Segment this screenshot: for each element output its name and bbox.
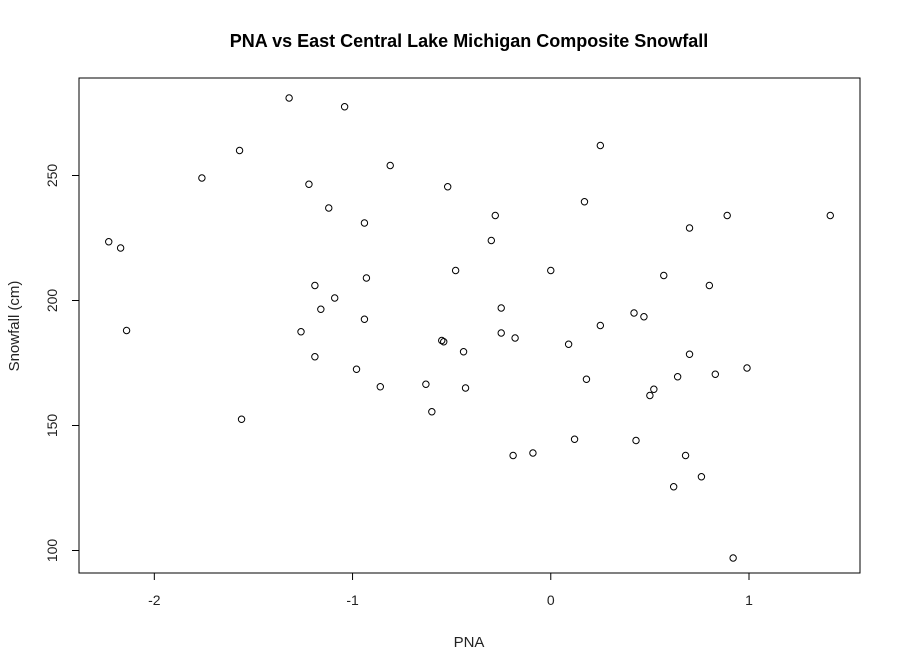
data-point bbox=[237, 415, 246, 423]
data-point bbox=[305, 180, 313, 188]
data-point bbox=[311, 281, 319, 290]
y-axis: 100 150 200 250 bbox=[44, 164, 80, 563]
data-point bbox=[509, 451, 517, 460]
data-point bbox=[650, 385, 658, 393]
data-point bbox=[681, 451, 690, 460]
data-point bbox=[116, 244, 125, 252]
data-point bbox=[711, 370, 719, 378]
data-point bbox=[669, 483, 678, 491]
x-axis: -2 -1 0 1 bbox=[148, 572, 753, 608]
data-point bbox=[640, 313, 648, 321]
x-tick-label: 0 bbox=[547, 592, 555, 608]
data-point bbox=[596, 321, 605, 330]
data-point bbox=[826, 211, 834, 220]
data-point bbox=[331, 294, 339, 302]
data-point bbox=[632, 436, 640, 445]
data-point bbox=[317, 305, 325, 313]
data-point bbox=[491, 211, 499, 220]
data-point bbox=[311, 353, 319, 361]
y-tick-label: 250 bbox=[44, 164, 60, 188]
data-point bbox=[297, 328, 305, 336]
data-point bbox=[422, 380, 430, 388]
data-point bbox=[596, 141, 605, 150]
data-point bbox=[723, 211, 731, 220]
data-point bbox=[360, 219, 369, 227]
data-point bbox=[646, 391, 654, 400]
data-point bbox=[743, 364, 751, 372]
data-point bbox=[529, 449, 537, 457]
data-point bbox=[660, 271, 668, 280]
data-points bbox=[105, 94, 834, 562]
data-point bbox=[685, 224, 694, 232]
y-tick-label: 200 bbox=[44, 289, 60, 313]
data-point bbox=[580, 198, 589, 206]
data-point bbox=[360, 315, 369, 323]
data-point bbox=[461, 384, 470, 392]
data-point bbox=[438, 336, 446, 345]
data-point bbox=[285, 94, 293, 102]
data-point bbox=[685, 350, 694, 358]
data-point bbox=[235, 146, 244, 155]
y-axis-label: Snowfall (cm) bbox=[6, 281, 23, 372]
data-point bbox=[440, 338, 448, 346]
data-point bbox=[122, 326, 131, 335]
data-point bbox=[705, 281, 714, 290]
y-tick-label: 150 bbox=[44, 414, 60, 438]
data-point bbox=[697, 473, 706, 481]
data-point bbox=[547, 266, 555, 275]
data-point bbox=[511, 334, 519, 342]
x-tick-label: -2 bbox=[148, 592, 161, 608]
data-point bbox=[352, 365, 361, 373]
data-point bbox=[630, 309, 638, 317]
data-point bbox=[428, 408, 436, 416]
data-point bbox=[362, 274, 371, 282]
y-tick-label: 100 bbox=[44, 539, 60, 563]
x-tick-label: 1 bbox=[745, 592, 753, 608]
data-point bbox=[459, 348, 468, 356]
plot-frame bbox=[78, 77, 861, 574]
chart-title: PNA vs East Central Lake Michigan Compos… bbox=[230, 31, 708, 51]
data-point bbox=[376, 383, 384, 391]
data-point bbox=[198, 174, 206, 182]
data-point bbox=[729, 554, 737, 562]
data-point bbox=[497, 329, 505, 337]
x-tick-label: -1 bbox=[346, 592, 359, 608]
data-point bbox=[570, 435, 579, 443]
data-point bbox=[386, 161, 394, 170]
data-point bbox=[564, 340, 573, 348]
data-point bbox=[443, 183, 452, 191]
data-point bbox=[487, 236, 496, 245]
data-point bbox=[105, 238, 113, 246]
data-point bbox=[451, 266, 460, 275]
data-point bbox=[673, 373, 682, 381]
data-point bbox=[325, 204, 333, 212]
data-point bbox=[340, 103, 349, 111]
data-point bbox=[497, 304, 505, 312]
data-point bbox=[582, 375, 591, 383]
x-axis-label: PNA bbox=[454, 634, 485, 651]
